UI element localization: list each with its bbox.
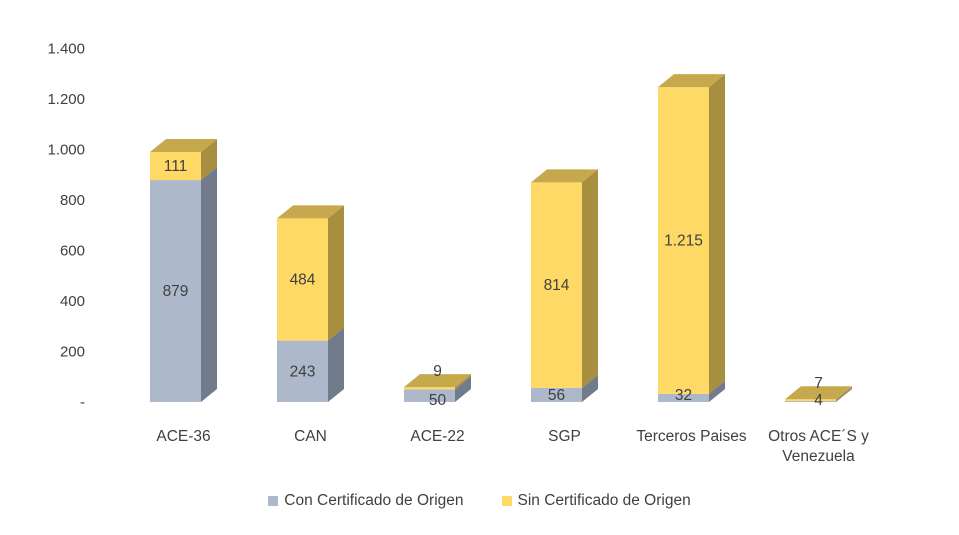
data-label-con: 243 xyxy=(290,363,316,380)
bar-segment-side xyxy=(328,205,344,341)
data-label-sin: 9 xyxy=(433,363,442,380)
bar-segment-front xyxy=(404,387,455,390)
legend-item-sin: Sin Certificado de Origen xyxy=(501,492,691,510)
data-label-sin: 484 xyxy=(290,272,316,289)
y-tick-label: - xyxy=(80,394,85,411)
y-tick-label: 400 xyxy=(60,293,85,310)
y-tick-label: 1.000 xyxy=(47,142,85,159)
stacked-bar-chart: - 200 400 600 800 1.000 1.200 1.400 879 111 ACE-36… xyxy=(47,41,869,466)
bar-segment-front xyxy=(277,218,328,341)
legend-label-sin: Sin Certificado de Origen xyxy=(517,492,691,509)
y-tick-label: 1.400 xyxy=(47,41,85,58)
x-category-label: ACE-36 xyxy=(156,428,210,445)
bar-top-cap xyxy=(150,139,217,153)
y-tick-label: 200 xyxy=(60,344,85,361)
x-category-label: Terceros Paises xyxy=(636,428,747,445)
data-label-con: 50 xyxy=(429,392,447,409)
bar-top-cap xyxy=(404,374,471,388)
data-label-sin: 814 xyxy=(544,277,570,294)
bar-top-cap xyxy=(658,74,725,88)
legend-label-con: Con Certificado de Origen xyxy=(284,492,464,509)
data-label-con: 56 xyxy=(548,387,565,404)
bar-segment-front xyxy=(531,182,582,388)
data-label-con: 32 xyxy=(675,387,692,404)
bar-top-cap xyxy=(531,169,598,183)
bar-segment-side xyxy=(582,169,598,388)
y-tick-label: 800 xyxy=(60,192,85,209)
bar-segment-front xyxy=(658,87,709,394)
bar-segment-side xyxy=(582,374,598,402)
bar-segment-front xyxy=(658,393,709,402)
bar-segment-side xyxy=(328,327,344,402)
bar-segment-side xyxy=(709,74,725,394)
x-category-label: Otros ACE´S y xyxy=(768,428,869,445)
data-label-sin: 111 xyxy=(164,158,188,175)
bar-segment-side xyxy=(836,386,852,401)
legend-item-con: Con Certificado de Origen xyxy=(268,492,464,510)
bar-segment-side xyxy=(836,387,852,402)
bar-top-cap xyxy=(277,205,344,219)
legend-swatch-con xyxy=(268,496,279,506)
y-tick-label: 600 xyxy=(60,243,85,260)
bar-segment-side xyxy=(709,380,725,402)
bar-segment-front xyxy=(785,399,836,401)
data-label-sin: 1.215 xyxy=(664,233,703,250)
bar-segment-front xyxy=(150,180,201,402)
x-category-label: ACE-22 xyxy=(410,428,464,445)
data-label-sin: 7 xyxy=(814,375,823,392)
bar-segment-side xyxy=(455,374,471,390)
data-label-con: 4 xyxy=(814,392,823,409)
x-category-label: Venezuela xyxy=(782,448,855,465)
bar-segment-side xyxy=(201,139,217,181)
data-label-con: 879 xyxy=(163,283,189,300)
bar-segment-front xyxy=(277,340,328,402)
x-category-label: CAN xyxy=(294,428,327,445)
y-tick-label: 1.200 xyxy=(47,91,85,108)
legend-swatch-sin xyxy=(501,496,512,506)
bar-segment-front xyxy=(785,400,836,402)
bar-segment-front xyxy=(404,389,455,402)
bar-segment-front xyxy=(150,152,201,181)
bar-top-cap xyxy=(785,386,852,400)
chart-legend: Con Certificado de Origen Sin Certificad… xyxy=(0,492,959,510)
bar-segment-front xyxy=(531,387,582,402)
bar-segment-side xyxy=(455,376,471,402)
x-category-label: SGP xyxy=(548,428,581,445)
bar-segment-side xyxy=(201,167,217,402)
